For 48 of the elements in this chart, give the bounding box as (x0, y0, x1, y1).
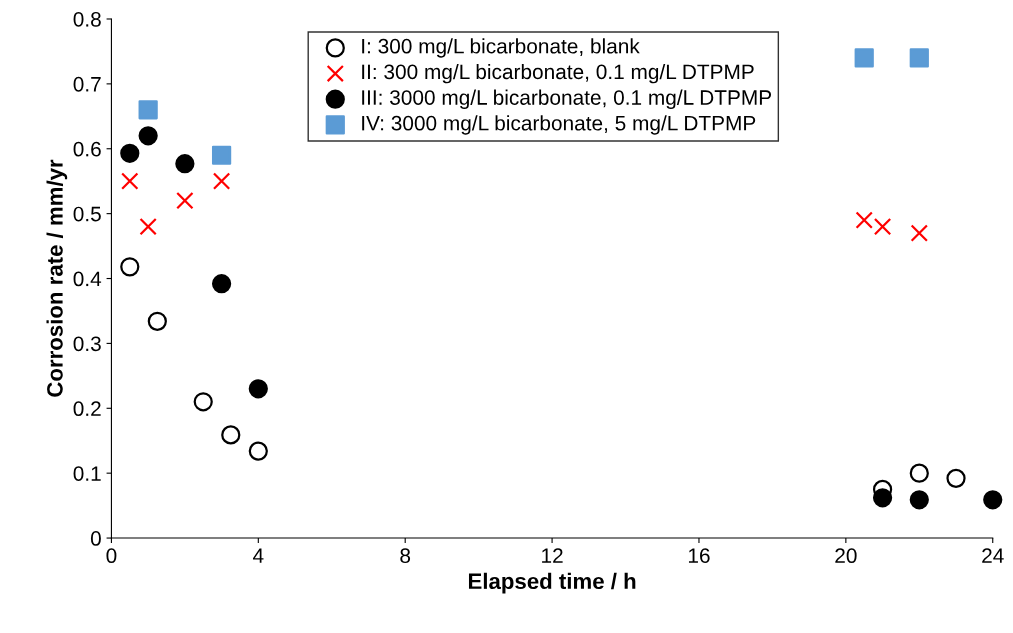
point (909, 490, 929, 510)
x-tick-label: 0 (106, 548, 117, 564)
y-tick-label: 0.4 (73, 271, 102, 287)
x-tick-label: 24 (982, 548, 1004, 563)
point (138, 126, 158, 146)
y-tick-label: 0.5 (73, 206, 101, 222)
point (873, 217, 892, 236)
x-tick-label: 16 (688, 548, 710, 564)
y-tick-label: 0.2 (73, 401, 101, 417)
y-tick-label: 0.7 (73, 76, 101, 92)
point (139, 217, 157, 236)
point (212, 172, 231, 190)
point (193, 392, 213, 412)
x-tick-label: 4 (253, 548, 264, 563)
x-axis-title: Elapsed time / h (468, 572, 636, 594)
point (120, 257, 140, 277)
point (211, 274, 232, 294)
y-tick-label: 0.3 (73, 336, 101, 352)
point (121, 172, 139, 190)
legend-label: III: 3000 mg/L bicarbonate, 0.1 mg/L DTPMP (362, 89, 772, 110)
point (910, 224, 929, 242)
y-tick-label: 0.6 (73, 141, 101, 157)
y-tick-label: 0 (90, 531, 101, 546)
point (176, 191, 194, 210)
y-tick-label: 0.1 (73, 466, 101, 481)
point (909, 48, 929, 68)
legend-label: I: 300 mg/L bicarbonate, blank (362, 38, 640, 58)
x-tick-label: 8 (400, 548, 411, 564)
point (120, 143, 140, 163)
point (147, 311, 167, 331)
point (175, 154, 195, 174)
point (248, 441, 268, 461)
point (909, 463, 929, 483)
point (946, 468, 966, 488)
x-tick-label: 20 (835, 548, 857, 564)
legend-label: IV: 3000 mg/L bicarbonate, 5 mg/L DTPMP (362, 115, 756, 135)
point (872, 488, 893, 508)
legend-label: II: 300 mg/L bicarbonate, 0.1 mg/L DTPMP (362, 63, 754, 84)
point (221, 425, 241, 445)
point (855, 211, 873, 229)
y-axis-title: Corrosion rate / mm/yr (46, 159, 68, 397)
x-tick-label: 12 (542, 548, 563, 563)
point (248, 379, 268, 399)
point (211, 145, 232, 165)
point (138, 100, 158, 120)
y-tick-label: 0.8 (73, 11, 101, 27)
point (983, 490, 1003, 510)
point (854, 48, 874, 68)
